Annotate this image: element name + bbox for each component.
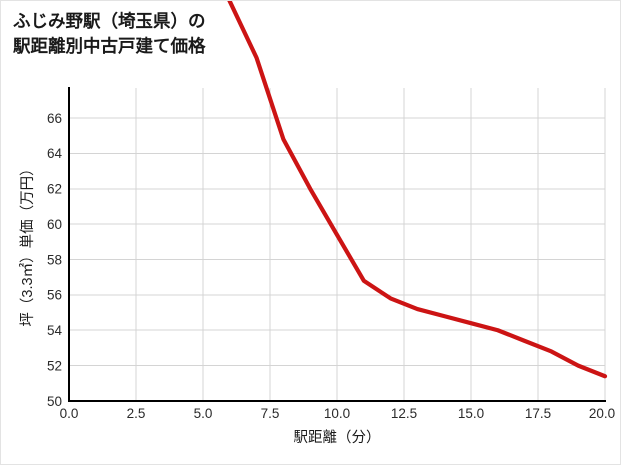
y-tick-label: 58 [47,252,62,267]
vertical-gridlines [68,88,606,401]
y-tick-labels: 66 64 62 60 58 56 54 52 50 [47,111,63,409]
y-tick-label: 56 [47,288,62,303]
y-tick-label: 66 [47,111,62,126]
y-tick-label: 60 [47,217,62,232]
x-tick-label: 0.0 [60,406,79,421]
x-tick-label: 7.5 [261,406,280,421]
x-tick-label: 10.0 [324,406,350,421]
x-tick-label: 5.0 [194,406,213,421]
y-tick-label: 62 [47,182,62,197]
y-tick-label: 50 [47,394,62,409]
x-tick-label: 20.0 [589,406,615,421]
data-series-line [227,1,608,379]
y-tick-label: 52 [47,358,62,373]
x-axis-title: 駅距離（分） [294,428,381,446]
x-tick-labels: 0.0 2.5 5.0 7.5 10.0 12.5 15.0 17.5 20.0 [60,406,616,421]
x-tick-label: 12.5 [391,406,417,421]
x-tick-label: 15.0 [458,406,484,421]
x-tick-label: 2.5 [127,406,146,421]
y-tick-label: 54 [47,323,63,338]
page-title: ふじみ野駅（埼玉県）の 駅距離別中古戸建て価格 [13,11,206,56]
x-tick-label: 17.5 [525,406,551,421]
y-axis-title: 坪（3.3㎡）単価（万円） [19,161,36,326]
y-tick-label: 64 [47,146,63,161]
